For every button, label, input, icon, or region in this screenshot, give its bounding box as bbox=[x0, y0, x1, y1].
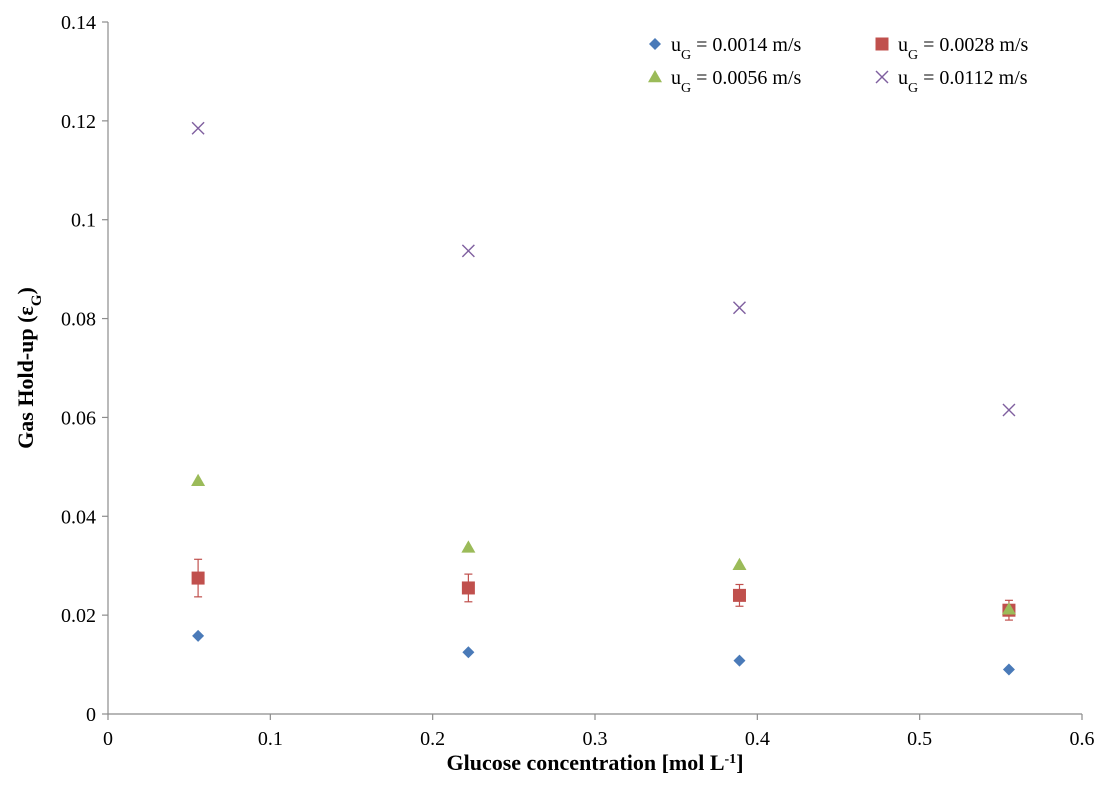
legend-label: uG = 0.0028 m/s bbox=[898, 34, 1029, 63]
x-axis-title: Glucose concentration [mol L-1] bbox=[446, 750, 743, 775]
data-point bbox=[461, 244, 475, 258]
x-tick-label: 0.6 bbox=[1070, 728, 1095, 750]
y-tick-label: 0.1 bbox=[71, 210, 96, 232]
data-point bbox=[461, 581, 475, 595]
legend-entry: uG = 0.0056 m/s bbox=[648, 67, 802, 96]
series-1 bbox=[191, 558, 1016, 621]
y-tick-label: 0.06 bbox=[61, 407, 96, 429]
x-tick-label: 0.3 bbox=[583, 728, 608, 750]
data-point bbox=[191, 571, 205, 585]
data-point bbox=[191, 473, 206, 486]
series-3 bbox=[191, 121, 1016, 417]
y-tick-label: 0 bbox=[86, 704, 96, 726]
data-point bbox=[462, 646, 475, 659]
y-tick-label: 0.12 bbox=[61, 111, 96, 133]
series-0 bbox=[192, 629, 1015, 676]
y-tick-label: 0.04 bbox=[61, 506, 96, 528]
legend-entry: uG = 0.0028 m/s bbox=[875, 34, 1029, 63]
legend-marker bbox=[875, 70, 889, 84]
y-tick-label: 0.08 bbox=[61, 309, 96, 331]
data-point bbox=[1001, 602, 1016, 615]
x-tick-label: 0.4 bbox=[745, 728, 770, 750]
y-tick-label: 0.14 bbox=[61, 12, 96, 34]
x-tick-label: 0 bbox=[103, 728, 113, 750]
axes bbox=[107, 22, 1082, 715]
data-point bbox=[1002, 663, 1015, 676]
data-point bbox=[1002, 403, 1016, 417]
data-point bbox=[732, 301, 746, 315]
x-tick-label: 0.2 bbox=[420, 728, 445, 750]
x-ticks: 0 0.1 0.2 0.3 0.4 0.5 0.6 bbox=[103, 714, 1095, 750]
legend-label: uG = 0.0014 m/s bbox=[671, 34, 802, 63]
y-tick-label: 0.02 bbox=[61, 605, 96, 627]
data-point bbox=[192, 629, 205, 642]
legend-label: uG = 0.0056 m/s bbox=[671, 67, 802, 96]
legend-marker bbox=[649, 38, 661, 50]
data-point bbox=[733, 654, 746, 667]
y-axis-title: Gas Hold-up (εG) bbox=[13, 287, 45, 449]
x-tick-label: 0.1 bbox=[258, 728, 283, 750]
data-point bbox=[732, 588, 746, 602]
legend-marker bbox=[875, 37, 889, 51]
data-point bbox=[191, 121, 205, 135]
legend: uG = 0.0014 m/s uG = 0.0028 m/s uG = 0.005… bbox=[648, 34, 1029, 96]
x-tick-label: 0.5 bbox=[907, 728, 932, 750]
data-marks bbox=[191, 121, 1016, 676]
data-point bbox=[732, 557, 747, 570]
legend-marker bbox=[648, 70, 662, 83]
y-ticks: 0 0.02 0.04 0.06 0.08 0.1 0.12 0.14 bbox=[61, 12, 108, 726]
legend-entry: uG = 0.0014 m/s bbox=[649, 34, 802, 63]
legend-label: uG = 0.0112 m/s bbox=[898, 67, 1028, 96]
data-point bbox=[461, 540, 476, 553]
legend-entry: uG = 0.0112 m/s bbox=[875, 67, 1028, 96]
series-2 bbox=[191, 473, 1016, 615]
